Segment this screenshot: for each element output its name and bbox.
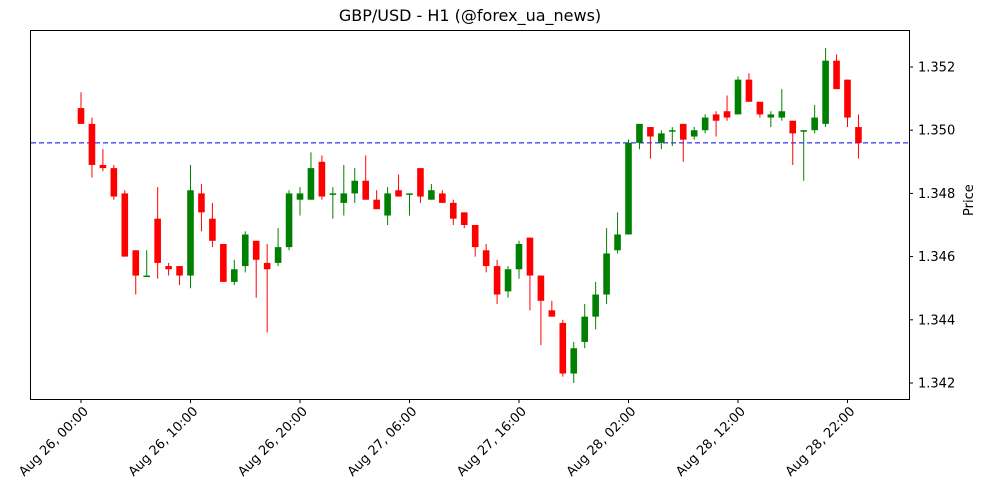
candle [450,199,457,225]
y-tick-label: 1.346 [918,250,955,265]
candle [570,341,578,383]
candle [712,111,720,137]
candle [548,300,556,317]
candle [220,243,227,282]
y-tick-label: 1.350 [918,124,955,139]
candles [77,48,862,383]
candle [121,190,129,257]
candle [274,228,282,267]
candle [679,123,687,162]
candle [373,190,380,210]
candle [241,231,249,273]
candle [198,183,205,232]
candle [603,228,610,304]
candle [658,130,665,150]
candle [800,130,807,181]
candle [833,54,840,90]
candle [504,266,512,298]
candle [307,152,315,200]
candle [439,190,446,203]
x-axis: Aug 26, 00:00 Aug 26, 10:00 Aug 26, 20:00 A… [16,399,858,480]
candle [745,73,753,102]
candle [855,114,862,159]
candle [395,174,402,197]
x-tick-label: Aug 26, 20:00 [235,404,311,480]
candle [406,193,413,216]
y-tick-label: 1.348 [918,187,955,202]
x-tick-label: Aug 26, 10:00 [126,404,202,480]
candle [723,95,731,121]
candle [778,89,786,121]
candle [493,259,501,304]
candle [77,92,85,124]
candle [187,164,194,289]
candle [460,212,468,229]
candle [669,127,676,146]
candle [132,250,140,295]
candle [209,202,216,248]
candle [482,243,490,273]
candle [537,275,545,346]
x-tick-label: Aug 27, 06:00 [345,404,421,480]
candle [767,111,775,128]
candle [231,259,238,286]
candle [614,212,621,254]
candle [636,123,643,150]
candle [526,237,534,311]
candle [822,48,829,128]
candle [285,190,293,251]
x-tick-label: Aug 28, 12:00 [673,404,749,480]
candle [384,187,391,225]
candle [143,250,150,278]
x-tick-label: Aug 27, 16:00 [454,404,530,480]
x-tick-label: Aug 28, 02:00 [564,404,640,480]
candle [329,187,337,219]
y-tick-label: 1.342 [918,377,955,392]
candle [318,155,326,200]
candle [756,101,764,118]
candle [428,183,435,200]
candle [351,168,359,203]
x-tick-label: Aug 28, 22:00 [783,404,859,480]
candle [99,149,107,172]
candle [263,243,271,333]
candle [154,187,161,279]
candle [515,240,523,279]
candle [701,114,709,134]
candle [625,139,632,235]
candle [110,164,118,200]
candle [296,187,304,216]
y-axis: 1.342 1.344 1.346 1.348 1.350 1.352 [909,61,955,392]
candle [734,76,742,115]
candle [88,117,96,178]
y-tick-label: 1.352 [918,61,955,76]
candle [471,225,479,257]
candle [647,127,654,159]
candle [340,164,348,216]
candle [844,79,851,128]
candle [362,155,369,200]
candle [559,319,567,377]
candle [252,240,260,298]
candle [789,120,797,165]
candle [690,127,698,140]
candle [176,266,183,286]
y-tick-label: 1.344 [918,313,955,328]
candle [165,262,172,276]
candle [592,281,599,330]
candle [811,104,818,134]
plot-area [30,30,910,400]
y-axis-label: Price [962,184,977,216]
candle [417,168,424,203]
x-tick-label: Aug 26, 00:00 [16,404,92,480]
chart-title: GBP/USD - H1 (@forex_ua_news) [338,6,602,25]
candle [581,304,588,349]
